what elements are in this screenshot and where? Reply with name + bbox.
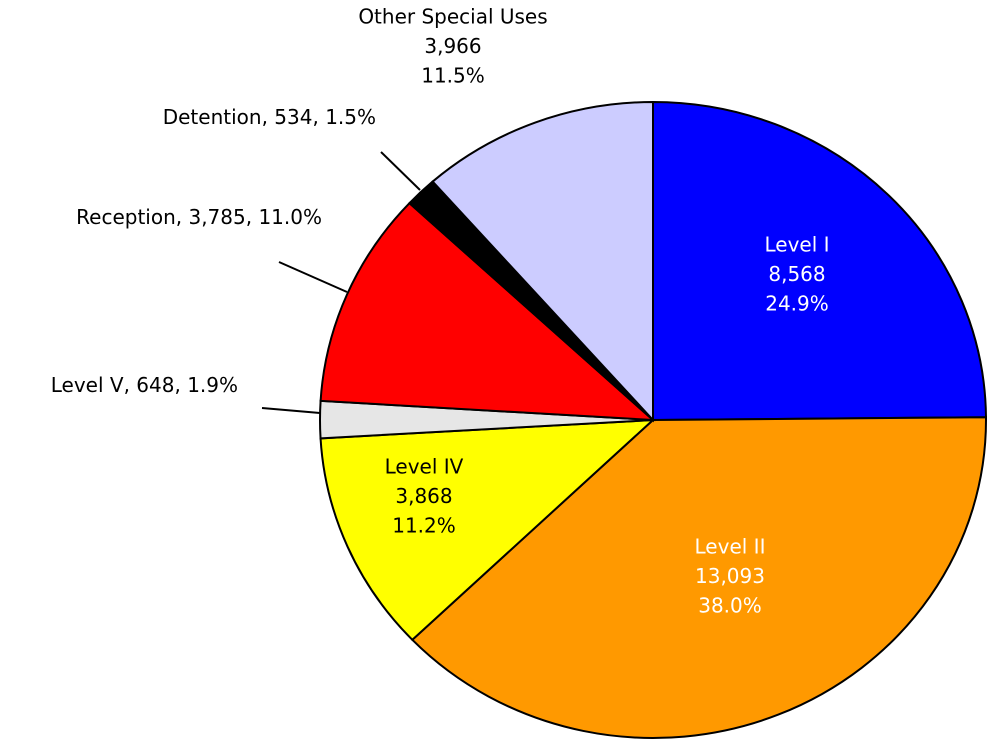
slice-label: Other Special Uses	[358, 5, 547, 29]
slice-label: Level II	[695, 535, 766, 559]
leader-line	[380, 151, 421, 191]
pie-slice	[652, 100, 987, 422]
leader-line	[278, 261, 348, 293]
slice-label-part: Level V	[51, 373, 124, 397]
slice-label: 3,966	[424, 34, 481, 58]
slice-label-part: 11.0%	[258, 205, 322, 229]
pie-slice	[431, 100, 654, 423]
slice-label: 13,093	[695, 564, 765, 588]
slice-label: Detention, 534, 1.5%	[163, 105, 376, 129]
slice-label-part: 534	[274, 105, 312, 129]
slice-label-part: 1.5%	[325, 105, 376, 129]
slice-label-part: 3,785	[188, 205, 245, 229]
slice-label-part: Reception	[76, 205, 176, 229]
pie-slice	[319, 418, 656, 642]
leader-line	[261, 407, 321, 414]
pie-slice	[319, 201, 656, 422]
slice-label: 8,568	[768, 262, 825, 286]
slice-label-part: 648	[136, 373, 174, 397]
slice-label: 11.5%	[421, 64, 485, 88]
slice-label: Reception, 3,785, 11.0%	[76, 205, 322, 229]
slice-label: Level I	[764, 233, 829, 257]
slice-label: Level IV	[385, 455, 464, 479]
slice-label: 3,868	[395, 484, 452, 508]
slice-label: 24.9%	[765, 292, 829, 316]
slice-label: 38.0%	[698, 594, 762, 618]
slice-label: Level V, 648, 1.9%	[51, 373, 238, 397]
pie-slice	[410, 416, 987, 739]
slice-label-part: 1.9%	[187, 373, 238, 397]
slice-label-part: Detention	[163, 105, 262, 129]
slice-label: 11.2%	[392, 514, 456, 538]
